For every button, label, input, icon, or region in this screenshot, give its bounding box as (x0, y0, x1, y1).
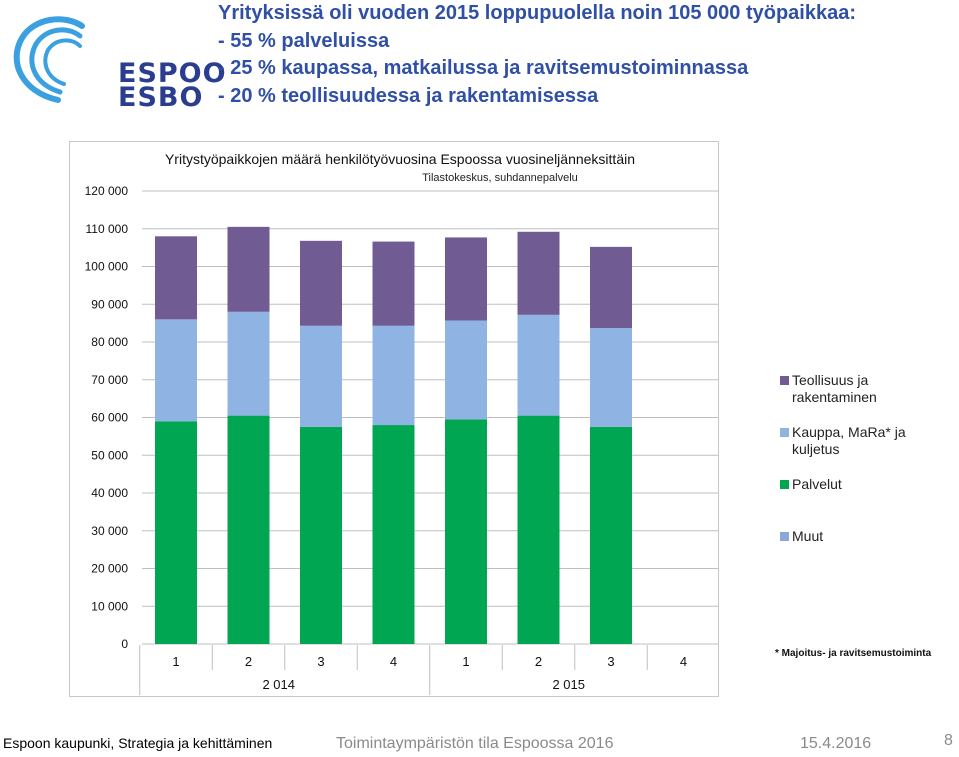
x-tick-label: 1 (172, 654, 179, 669)
legend-swatch (780, 480, 789, 489)
x-tick-label: 4 (390, 654, 397, 669)
legend-swatch (780, 532, 789, 541)
y-tick-label: 70 000 (91, 373, 128, 387)
stacked-bar-chart: Yritystyöpaikkojen määrä henkilötyövuosi… (85, 151, 718, 695)
footer-page-number: 8 (944, 732, 953, 749)
headline-line: - 25 % kaupassa, matkailussa ja ravitsem… (218, 57, 749, 79)
chart-subtitle: Tilastokeskus, suhdannepalvelu (422, 172, 578, 184)
legend-label: Kauppa, MaRa* ja kuljetus (792, 424, 906, 457)
bar-segment (445, 237, 487, 321)
y-tick-label: 120 000 (85, 184, 129, 198)
bar-segment (517, 314, 560, 416)
bar-segment (300, 426, 342, 644)
footer-date: 15.4.2016 (800, 735, 872, 752)
y-tick-label: 50 000 (91, 448, 128, 462)
y-tick-label: 90 000 (91, 297, 128, 311)
bar-segment (372, 425, 415, 644)
bar-segment (372, 325, 415, 426)
bar-segment (300, 325, 342, 427)
y-tick-label: 40 000 (91, 486, 128, 500)
legend-label: Muut (792, 528, 824, 544)
y-tick-label: 60 000 (91, 411, 128, 425)
x-tick-label: 4 (680, 654, 687, 669)
chart-frame: Yritystyöpaikkojen määrä henkilötyövuosi… (69, 141, 719, 697)
bar-segment (517, 415, 560, 644)
bar-segment (227, 226, 270, 312)
legend-label: Palvelut (792, 476, 842, 492)
bar-segment (590, 328, 632, 427)
x-tick-label: 2 (535, 654, 542, 669)
espoo-logo: ESPOO ESBO (0, 0, 226, 120)
x-tick-label: 2 (245, 654, 252, 669)
bar-segment (372, 241, 415, 326)
footer-presentation-title: Toimintaympäristön tila Espoossa 2016 (336, 735, 614, 752)
y-tick-label: 80 000 (91, 335, 128, 349)
x-tick-label: 3 (317, 654, 324, 669)
bar-segment (155, 421, 197, 644)
footer-organization: Espoon kaupunki, Strategia ja kehittämin… (3, 735, 273, 751)
bar-segment (590, 246, 632, 329)
legend-swatch (780, 428, 789, 437)
y-tick-label: 0 (121, 637, 128, 651)
bar-segment (445, 320, 487, 420)
bar-segment (155, 236, 197, 320)
bar-segment (155, 319, 197, 422)
x-group-label: 2 014 (262, 677, 295, 692)
headline: Yrityksissä oli vuoden 2015 loppupuolell… (218, 0, 958, 110)
headline-line: - 55 % palveluissa (218, 29, 390, 52)
x-tick-label: 1 (462, 654, 469, 669)
legend-label: Teollisuus ja rakentaminen (792, 372, 877, 405)
headline-line: Yrityksissä oli vuoden 2015 loppupuolell… (218, 2, 857, 24)
bar-segment (300, 240, 342, 326)
bar-segment (590, 426, 632, 644)
y-tick-label: 10 000 (91, 599, 128, 613)
legend-swatch (780, 376, 789, 385)
bar-segment (445, 419, 487, 644)
y-tick-label: 100 000 (85, 260, 129, 274)
y-tick-label: 30 000 (91, 524, 128, 538)
y-tick-label: 110 000 (86, 222, 129, 236)
logo-swirl-icon (13, 16, 85, 103)
logo-esbo-text: ESBO (118, 82, 204, 113)
x-group-label: 2 015 (552, 677, 585, 692)
chart-footnote: * Majoitus- ja ravitsemustoiminta (775, 648, 932, 659)
bar-segment (227, 415, 270, 644)
headline-line: - 20 % teollisuudessa ja rakentamisessa (218, 84, 599, 107)
y-tick-label: 20 000 (91, 562, 128, 576)
chart-title: Yritystyöpaikkojen määrä henkilötyövuosi… (165, 151, 635, 167)
bar-segment (517, 231, 560, 315)
bar-segment (227, 311, 270, 416)
x-tick-label: 3 (607, 654, 614, 669)
logo-espoo-text: ESPOO (118, 58, 227, 89)
